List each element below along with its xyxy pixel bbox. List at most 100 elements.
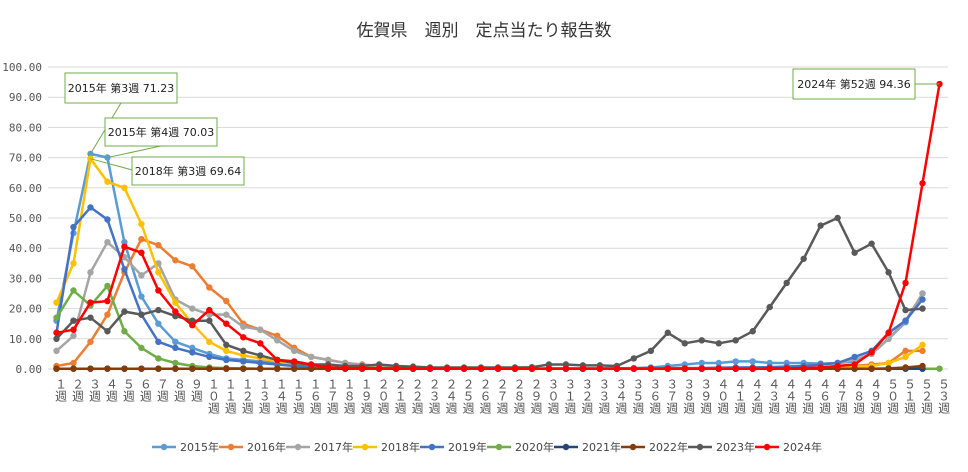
data-point bbox=[53, 299, 60, 306]
x-tick-label: ２２週 bbox=[410, 378, 424, 414]
data-point bbox=[902, 353, 909, 361]
data-point bbox=[885, 359, 892, 367]
series-2024年 bbox=[53, 80, 943, 372]
legend-item: 2019年 bbox=[420, 440, 487, 454]
data-point bbox=[104, 311, 111, 318]
x-tick-label: ３１週 bbox=[563, 378, 577, 414]
x-tick-label: ２３週 bbox=[427, 378, 441, 414]
data-point bbox=[104, 216, 111, 223]
data-point bbox=[70, 287, 77, 294]
data-point bbox=[172, 308, 179, 315]
data-point bbox=[528, 365, 536, 372]
data-point bbox=[121, 266, 128, 273]
data-point bbox=[766, 303, 773, 311]
data-point bbox=[902, 317, 909, 324]
legend-label: 2021年 bbox=[582, 440, 621, 454]
data-point bbox=[206, 365, 213, 372]
data-point bbox=[308, 353, 315, 361]
data-point bbox=[664, 365, 672, 372]
data-point bbox=[87, 338, 94, 346]
data-point bbox=[138, 249, 145, 256]
y-tick-label: 80.00 bbox=[9, 121, 42, 134]
data-point bbox=[630, 365, 638, 372]
data-point bbox=[274, 337, 281, 344]
y-tick-label: 100.00 bbox=[2, 61, 42, 74]
data-point bbox=[223, 365, 230, 372]
x-tick-label: ２９週 bbox=[529, 378, 543, 414]
x-tick-label: ３週 bbox=[87, 378, 101, 402]
legend-item: 2023年 bbox=[688, 440, 755, 454]
x-tick-label: ２７週 bbox=[495, 378, 509, 414]
data-point bbox=[800, 364, 807, 372]
data-point bbox=[138, 220, 145, 228]
data-point bbox=[902, 279, 909, 287]
x-tick-label: ２０週 bbox=[376, 378, 390, 414]
data-point bbox=[936, 80, 943, 88]
data-point bbox=[732, 358, 739, 365]
x-tick-label: ２５週 bbox=[461, 378, 475, 414]
data-point bbox=[155, 320, 162, 327]
data-point bbox=[257, 359, 264, 367]
data-point bbox=[579, 365, 587, 372]
legend-item: 2016年 bbox=[219, 440, 286, 454]
data-point bbox=[104, 282, 111, 290]
legend-swatch-marker bbox=[361, 443, 369, 451]
legend-swatch-marker bbox=[629, 443, 637, 451]
x-tick-label: １４週 bbox=[274, 378, 288, 414]
data-point bbox=[206, 306, 213, 314]
data-point bbox=[70, 260, 77, 267]
data-point bbox=[800, 255, 807, 262]
data-point bbox=[104, 178, 111, 185]
x-tick-label: １９週 bbox=[359, 378, 373, 414]
data-point bbox=[257, 326, 264, 333]
data-point bbox=[443, 365, 451, 372]
x-tick-label: ５２週 bbox=[920, 378, 934, 414]
data-point bbox=[291, 365, 298, 372]
data-point bbox=[206, 317, 213, 324]
data-point bbox=[240, 334, 247, 341]
legend-swatch-marker bbox=[227, 443, 235, 451]
data-point bbox=[647, 365, 655, 372]
data-point bbox=[919, 305, 926, 312]
data-point bbox=[240, 352, 247, 359]
data-point bbox=[732, 337, 739, 344]
y-tick-label: 20.00 bbox=[9, 303, 42, 316]
data-point bbox=[87, 365, 94, 372]
legend-swatch-marker bbox=[696, 443, 704, 451]
y-tick-label: 60.00 bbox=[9, 182, 42, 195]
data-point bbox=[647, 347, 655, 355]
data-point bbox=[851, 249, 858, 256]
data-point bbox=[53, 329, 60, 336]
annotation-label: 2024年 第52週 94.36 bbox=[797, 77, 910, 91]
legend-label: 2022年 bbox=[649, 440, 688, 454]
data-point bbox=[291, 358, 298, 365]
data-point bbox=[172, 365, 179, 372]
data-point bbox=[138, 293, 145, 300]
data-point bbox=[698, 365, 705, 372]
data-point bbox=[596, 365, 604, 372]
data-point bbox=[206, 338, 213, 346]
data-point bbox=[189, 322, 196, 329]
data-point bbox=[274, 365, 281, 372]
x-tick-label: １８週 bbox=[342, 378, 356, 414]
data-point bbox=[919, 290, 926, 297]
x-tick-label: ４８週 bbox=[852, 378, 866, 414]
data-point bbox=[223, 347, 230, 355]
data-point bbox=[172, 257, 179, 264]
data-point bbox=[919, 362, 926, 370]
legend-item: 2022年 bbox=[621, 440, 688, 454]
data-point bbox=[426, 365, 434, 372]
x-tick-label: １１週 bbox=[223, 378, 237, 414]
data-point bbox=[189, 263, 196, 270]
x-tick-label: ４４週 bbox=[784, 378, 798, 414]
y-tick-label: 70.00 bbox=[9, 152, 42, 165]
data-point bbox=[308, 361, 315, 368]
data-point bbox=[53, 314, 60, 321]
x-tick-label: ３５週 bbox=[631, 378, 645, 414]
data-point bbox=[53, 335, 60, 342]
data-point bbox=[477, 365, 485, 372]
annotation-box bbox=[64, 72, 178, 104]
data-point bbox=[70, 317, 77, 324]
data-point bbox=[885, 269, 892, 276]
x-tick-label: １７週 bbox=[325, 378, 339, 414]
